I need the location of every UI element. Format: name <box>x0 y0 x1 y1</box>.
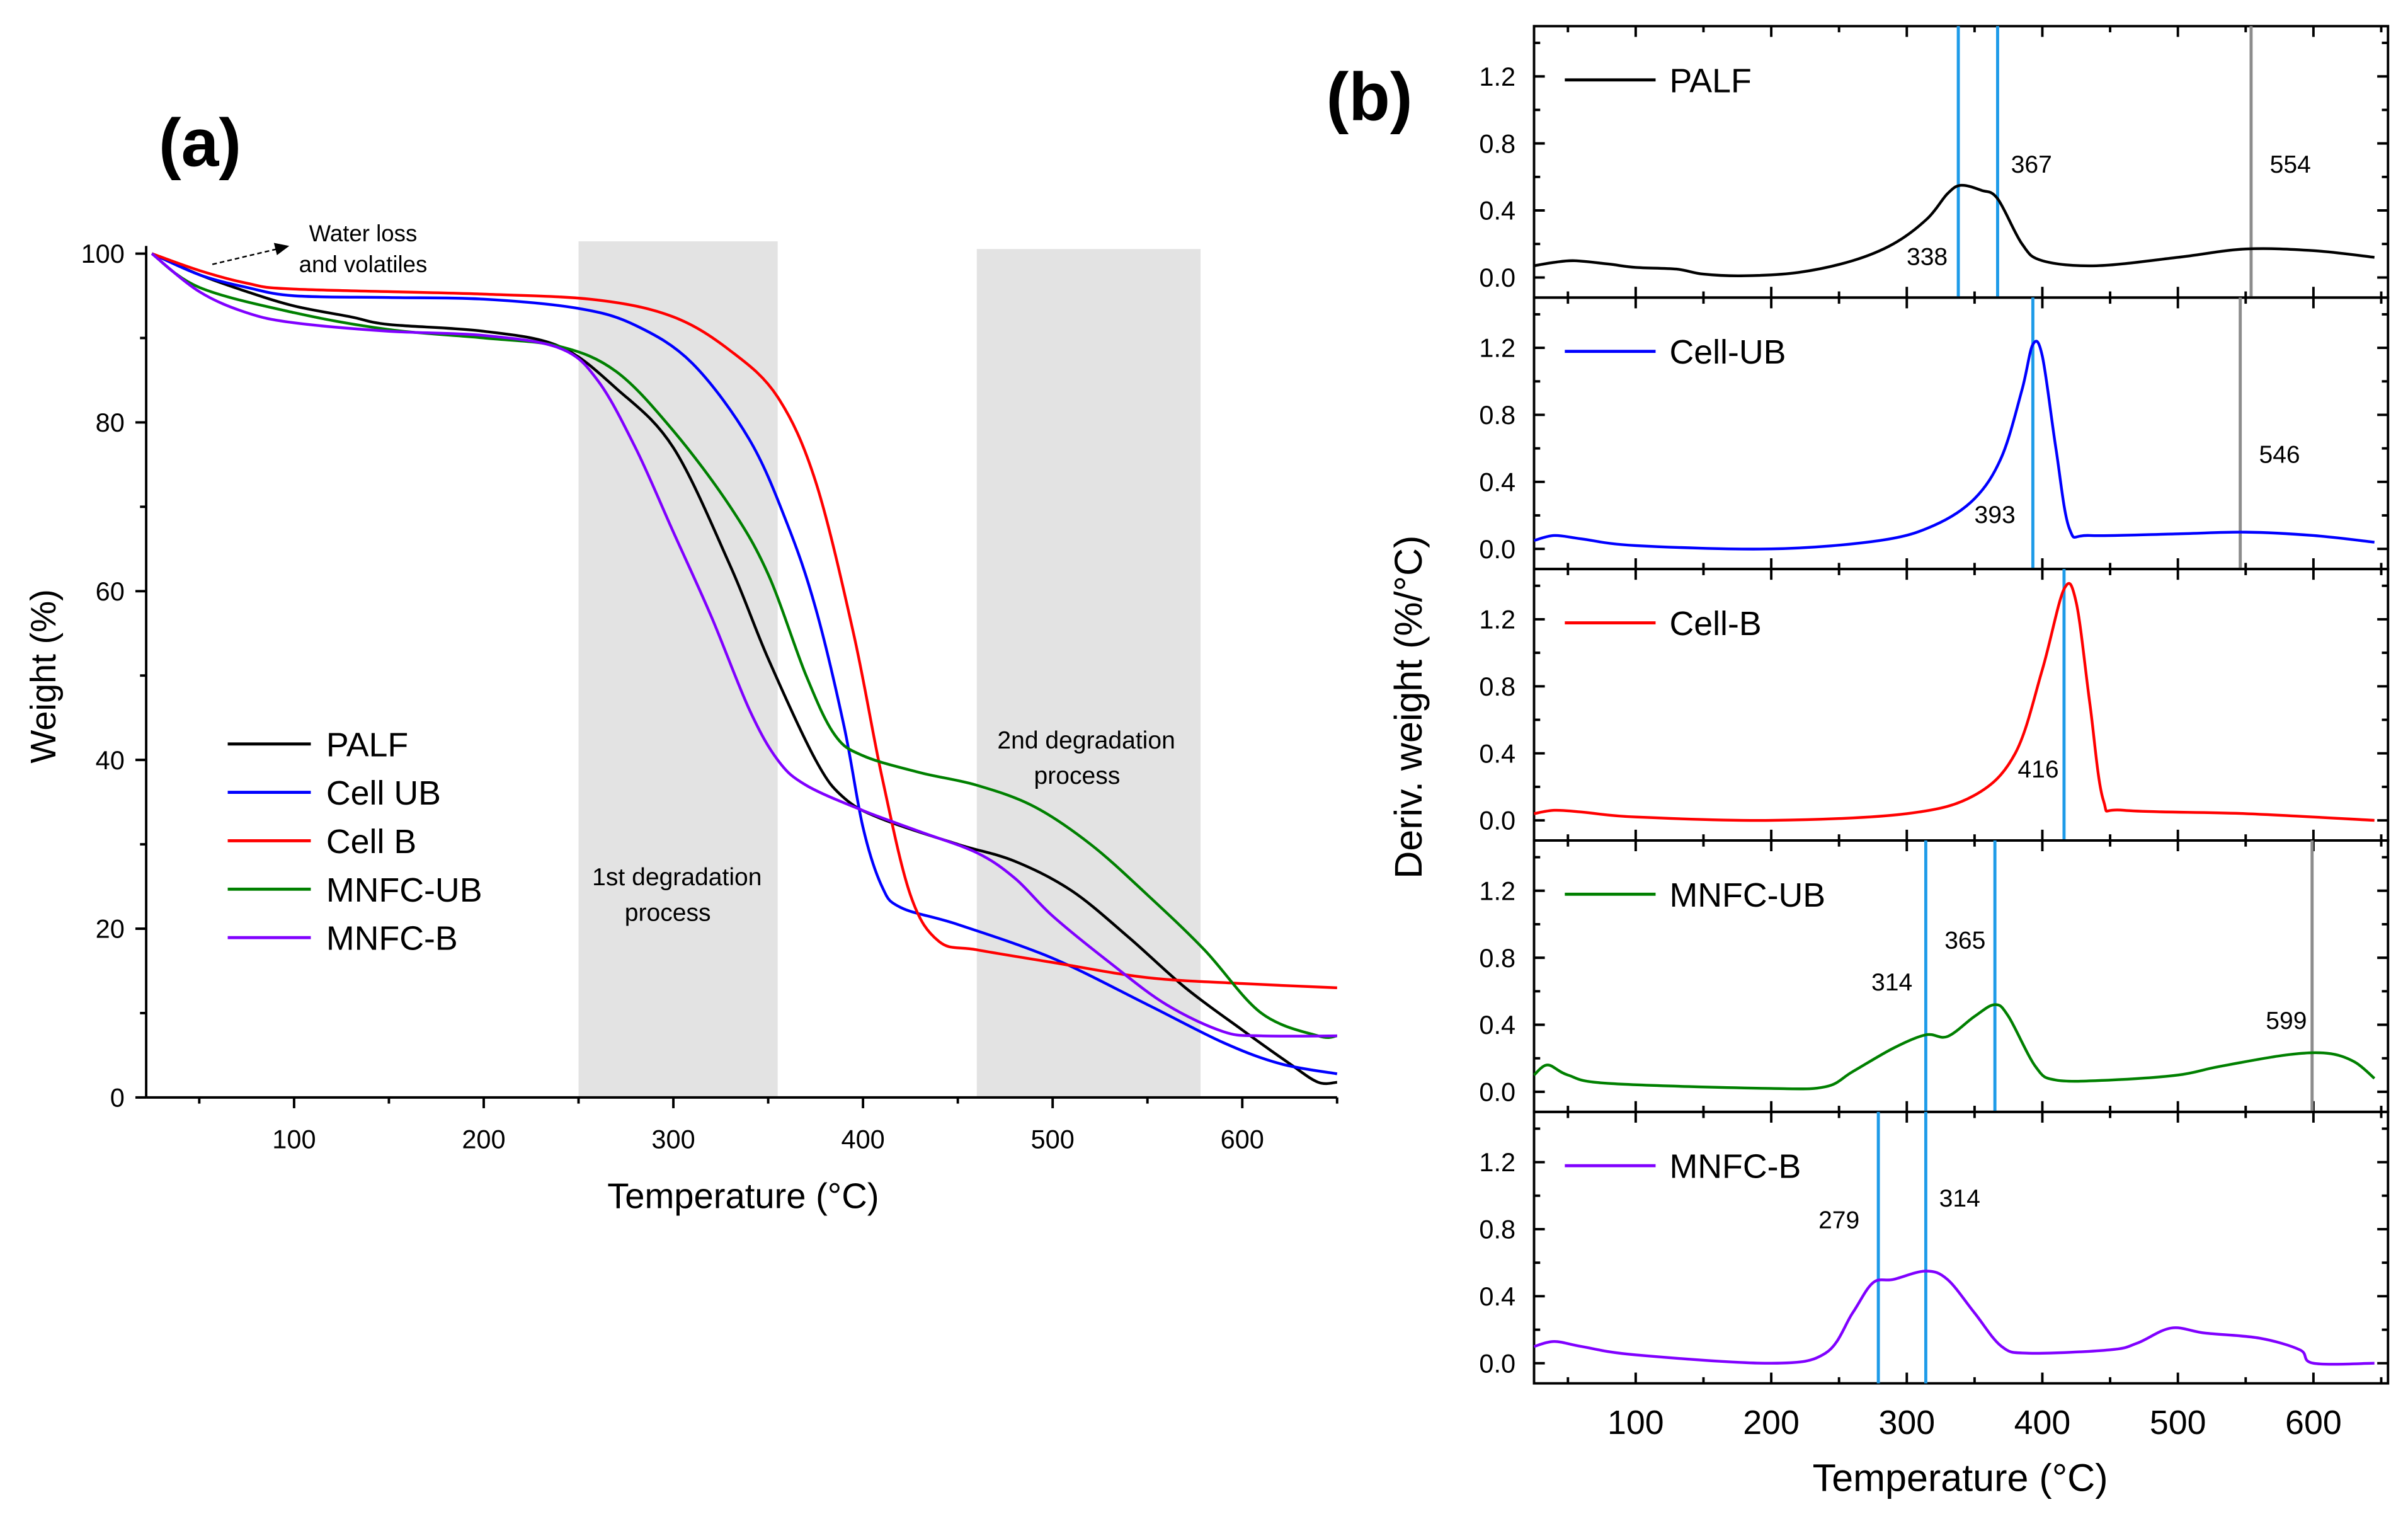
x-tick-label: 400 <box>2014 1404 2071 1442</box>
x-tick-label: 300 <box>651 1124 695 1154</box>
x-tick-label: 100 <box>272 1124 316 1154</box>
degradation-region-1 <box>578 241 778 1098</box>
y-tick-label: 0.0 <box>1479 534 1515 564</box>
y-tick-label: 0.8 <box>1479 1215 1515 1244</box>
x-tick-label: 600 <box>2285 1404 2342 1442</box>
y-tick-label: 0.4 <box>1479 196 1515 226</box>
peak-temperature-label: 314 <box>1871 969 1912 996</box>
x-tick-label: 500 <box>2150 1404 2206 1442</box>
subplot-cell-b: 0.0 0.4 0.8 1.2 416 Cell-B <box>1479 568 2390 842</box>
dtg-curve-cell-ub <box>1533 340 2375 551</box>
y-tick-label: 20 <box>96 914 125 944</box>
x-tick-label: 600 <box>1221 1124 1264 1154</box>
x-axis-title: Temperature (°C) <box>1813 1456 2108 1499</box>
y-tick-label: 40 <box>96 745 125 775</box>
peak-temperature-label: 546 <box>2259 441 2300 468</box>
panel-label-b: (b) <box>1326 59 1412 134</box>
panel-a-tga-chart: 1st degradation process 2nd degradation pro… <box>23 105 1338 1216</box>
y-tick-label: 0.4 <box>1479 738 1515 768</box>
annotation-arrow-line <box>212 248 277 265</box>
degradation-region-2-label: 2nd degradation <box>997 727 1175 754</box>
y-tick-label: 1.2 <box>1479 605 1515 634</box>
subplot-frame <box>1532 1110 2390 1385</box>
y-tick-label: 0.0 <box>1479 1348 1515 1378</box>
subplot-palf: 0.0 0.4 0.8 1.2 338 367 554 PALF <box>1479 25 2390 299</box>
peak-temperature-label: 279 <box>1818 1207 1859 1234</box>
y-tick-label: 0.8 <box>1479 400 1515 430</box>
y-tick-label: 0.8 <box>1479 129 1515 158</box>
dtg-curve-mnfc-ub <box>1533 1003 2376 1091</box>
x-tick-label: 500 <box>1031 1124 1075 1154</box>
dtg-curve-cell-b <box>1534 582 2375 822</box>
x-axis-title: Temperature (°C) <box>607 1176 879 1216</box>
legend-label: Cell B <box>326 823 416 861</box>
y-tick-label: 1.2 <box>1479 333 1515 363</box>
y-tick-label: 0.4 <box>1479 467 1515 497</box>
series-line-mnfc-b <box>151 252 1337 1038</box>
peak-temperature-label: 599 <box>2266 1007 2307 1035</box>
legend-label: Cell-UB <box>1669 333 1786 371</box>
x-tick-label: 100 <box>1607 1404 1664 1442</box>
peak-temperature-label: 393 <box>1975 502 2016 529</box>
legend-label: Cell UB <box>326 774 441 812</box>
degradation-region-1-label: process <box>625 899 711 926</box>
legend-label: PALF <box>1669 62 1751 100</box>
legend-label: MNFC-B <box>1669 1148 1801 1186</box>
y-axis-title: Deriv. weight (%/°C) <box>1387 536 1430 879</box>
legend-label: MNFC-UB <box>326 871 482 909</box>
series-line-palf <box>151 252 1337 1086</box>
y-tick-label: 0.4 <box>1479 1010 1515 1040</box>
subplot-mnfc-ub: 0.0 0.4 0.8 1.2 314 365 599 MNFC-UB <box>1479 839 2390 1113</box>
y-tick-label: 0.0 <box>1479 1077 1515 1107</box>
y-tick-label: 1.2 <box>1479 62 1515 91</box>
y-tick-label: 0.8 <box>1479 672 1515 701</box>
x-tick-label: 400 <box>841 1124 884 1154</box>
y-tick-label: 80 <box>96 408 125 437</box>
subplot-frame <box>1532 568 2390 842</box>
legend-label: MNFC-B <box>326 920 458 958</box>
legend-label: MNFC-UB <box>1669 876 1825 914</box>
peak-temperature-label: 338 <box>1907 243 1948 270</box>
panel-b-dtg-chart: (b) 0.0 0.4 0.8 1.2 338 367 554 PALF 0.0 0.4 0.8 1.2… <box>1326 25 2390 1499</box>
y-tick-label: 0 <box>110 1083 125 1113</box>
subplot-mnfc-b: 0.0 0.4 0.8 1.2 279 314 MNFC-B <box>1479 1110 2390 1385</box>
peak-temperature-label: 365 <box>1944 927 1985 955</box>
water-loss-annotation: Water loss <box>309 221 418 246</box>
subplot-frame <box>1532 25 2390 299</box>
series-line-cell-ub <box>151 252 1338 1075</box>
peak-temperature-label: 554 <box>2270 151 2311 178</box>
x-tick-label: 200 <box>462 1124 505 1154</box>
dtg-curve-palf <box>1534 183 2375 278</box>
subplot-cell-ub: 0.0 0.4 0.8 1.2 393 546 Cell-UB <box>1479 296 2390 571</box>
x-tick-label: 300 <box>1878 1404 1935 1442</box>
y-tick-label: 0.4 <box>1479 1282 1515 1311</box>
degradation-region-2-label: process <box>1034 762 1121 789</box>
y-tick-label: 0.8 <box>1479 943 1515 973</box>
legend-label: PALF <box>326 726 408 764</box>
y-tick-label: 60 <box>96 576 125 606</box>
y-tick-label: 100 <box>81 239 125 268</box>
subplot-frame <box>1532 296 2390 571</box>
y-tick-label: 0.0 <box>1479 806 1515 835</box>
arrow-head-icon <box>273 243 290 255</box>
peak-temperature-label: 314 <box>1939 1185 1980 1212</box>
peak-temperature-label: 416 <box>2017 756 2058 783</box>
dtg-curve-mnfc-b <box>1533 1270 2375 1366</box>
water-loss-annotation: and volatiles <box>299 251 428 277</box>
series-line-cell-b <box>151 252 1337 989</box>
degradation-region-1-label: 1st degradation <box>592 864 762 891</box>
x-tick-label: 200 <box>1743 1404 1800 1442</box>
peak-temperature-label: 367 <box>2011 151 2052 178</box>
y-tick-label: 1.2 <box>1479 876 1515 905</box>
panel-label-a: (a) <box>159 105 241 181</box>
subplot-frame <box>1532 839 2390 1113</box>
y-tick-label: 1.2 <box>1479 1147 1515 1177</box>
legend-label: Cell-B <box>1669 605 1761 643</box>
y-axis-title: Weight (%) <box>23 589 63 763</box>
y-tick-label: 0.0 <box>1479 263 1515 292</box>
